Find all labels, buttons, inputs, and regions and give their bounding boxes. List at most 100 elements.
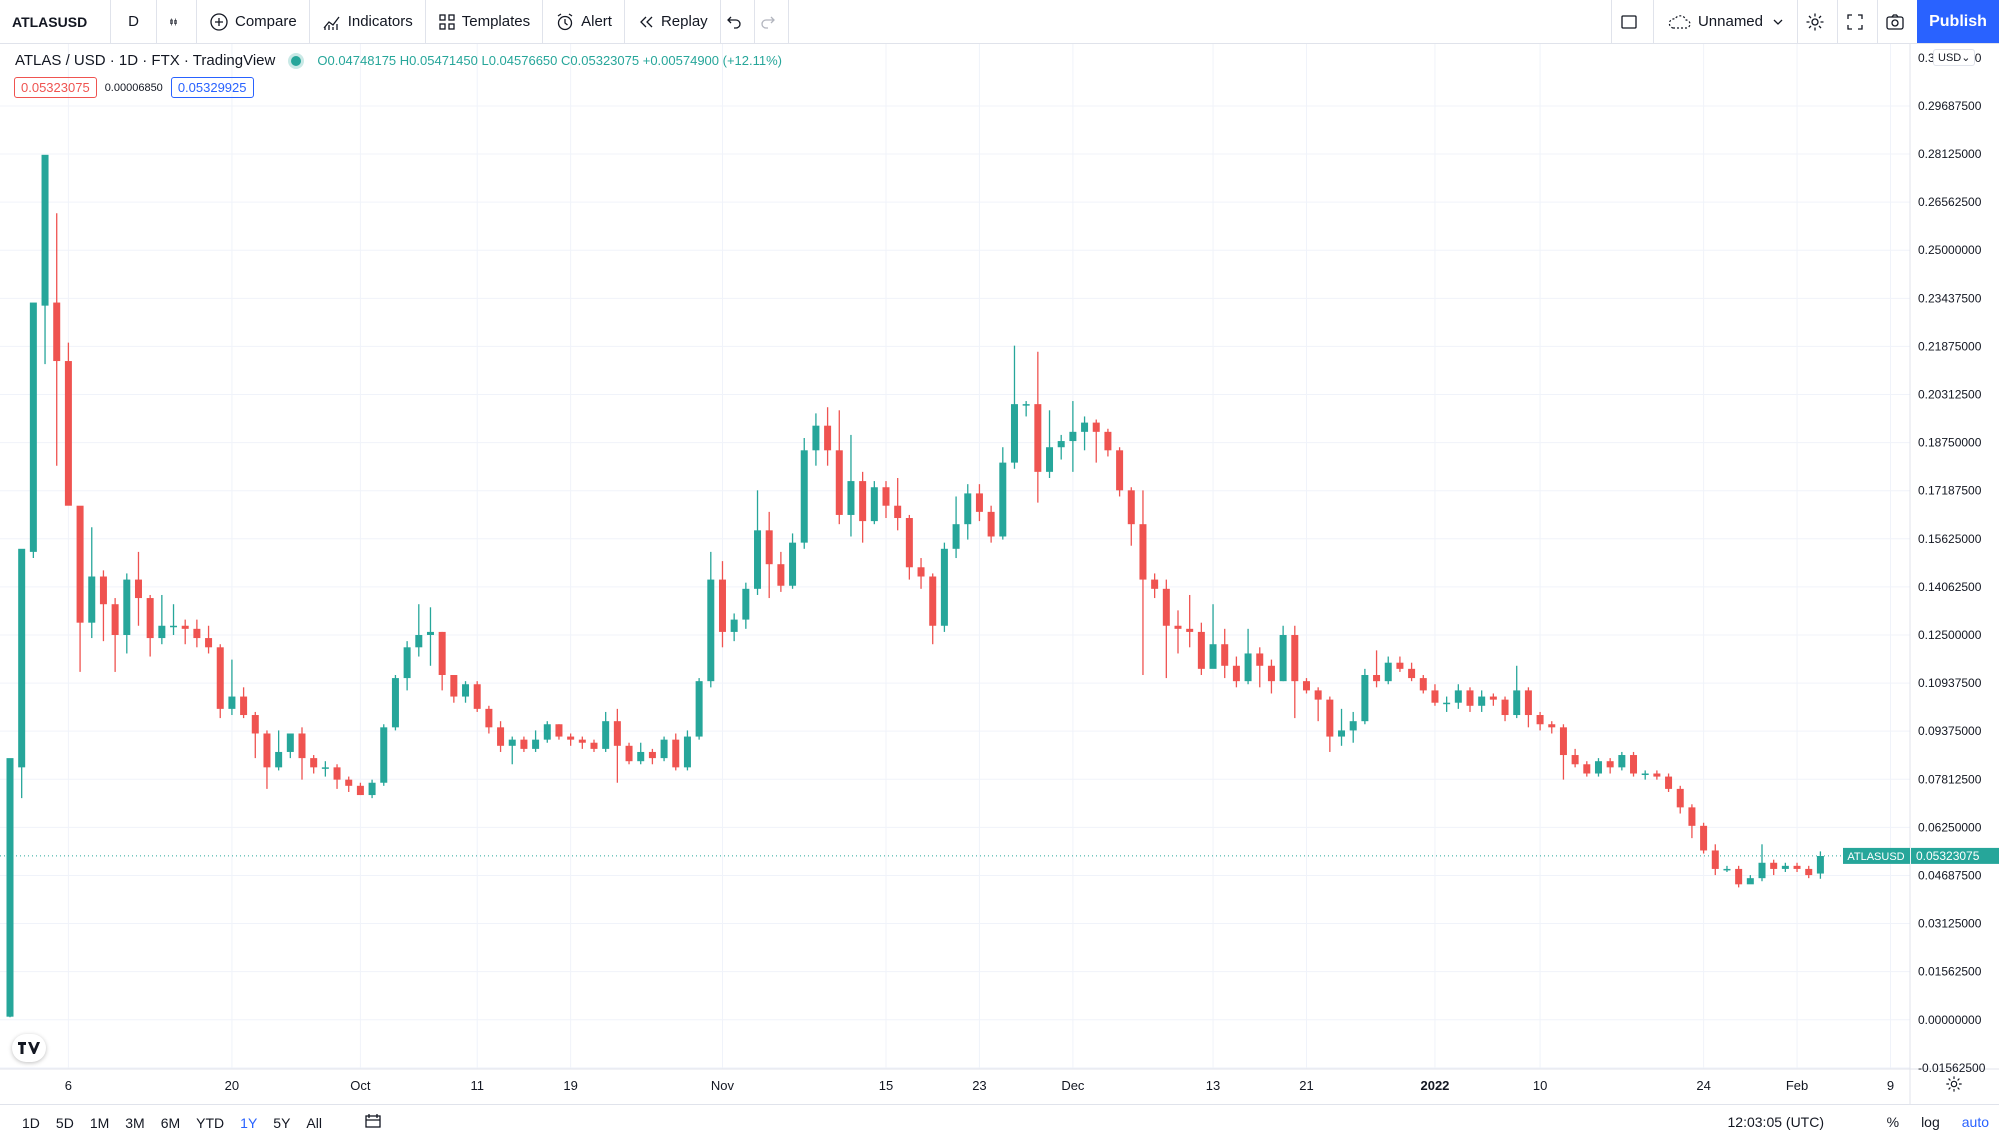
range-button-1y[interactable]: 1Y	[240, 1114, 258, 1131]
fullscreen-button[interactable]	[1837, 0, 1877, 43]
undo-button[interactable]	[721, 0, 755, 43]
candle-body	[403, 647, 411, 679]
candle	[181, 619, 189, 645]
candle-body	[1793, 865, 1801, 869]
log-scale-toggle[interactable]: log	[1921, 1114, 1940, 1130]
chart-type-button[interactable]	[157, 0, 197, 43]
alert-button[interactable]: Alert	[543, 0, 625, 43]
auto-scale-toggle[interactable]: auto	[1961, 1114, 1989, 1130]
candle-body	[29, 302, 37, 552]
candle-body	[1513, 690, 1521, 716]
candle-body	[1630, 755, 1638, 774]
replay-button[interactable]: Replay	[625, 0, 721, 43]
candle	[1443, 696, 1451, 712]
candle-body	[1524, 690, 1532, 716]
range-button-ytd[interactable]: YTD	[196, 1114, 225, 1131]
candle	[718, 561, 726, 648]
snapshot-button[interactable]	[1877, 0, 1917, 43]
range-button-5y[interactable]: 5Y	[273, 1114, 291, 1131]
layout-button[interactable]	[1610, 0, 1653, 43]
candle-body	[1081, 422, 1089, 432]
candle	[1536, 711, 1544, 731]
price-tick-label: 0.09375000	[1918, 724, 1982, 738]
market-status-dot	[291, 55, 302, 66]
candle	[88, 527, 96, 639]
buy-button[interactable]: 0.05329925	[170, 77, 254, 98]
candle	[905, 514, 913, 580]
candle-body	[240, 696, 248, 716]
range-button-1d[interactable]: 1D	[22, 1114, 40, 1131]
interval-button[interactable]: D	[111, 0, 157, 43]
candle-body	[497, 727, 505, 746]
compare-button[interactable]: Compare	[197, 0, 310, 43]
candle-body	[1349, 721, 1357, 731]
time-tick-label: 11	[470, 1078, 484, 1093]
candle-body	[765, 530, 773, 565]
candle-body	[1700, 825, 1708, 851]
candle	[567, 733, 575, 746]
time-tick-label: 19	[563, 1078, 577, 1093]
candle	[1338, 708, 1346, 746]
candle	[99, 570, 107, 642]
candle-body	[1746, 878, 1754, 885]
camera-icon	[1885, 13, 1904, 30]
candle-body	[228, 696, 236, 709]
candle	[672, 733, 680, 771]
candle	[543, 721, 551, 743]
symbol-search-button[interactable]: ATLASUSD	[0, 0, 111, 43]
settings-button[interactable]	[1797, 0, 1837, 43]
candle	[1396, 656, 1404, 672]
price-chart[interactable]: 0.29687500 0.28125000 0.26562500 0.25000000…	[0, 44, 1999, 1104]
alarm-clock-icon	[557, 12, 573, 30]
candle-body	[99, 576, 107, 605]
range-button-6m[interactable]: 6M	[160, 1114, 181, 1131]
candle	[532, 730, 540, 752]
symbol-title[interactable]: ATLAS / USD · 1D · FTX · TradingView	[15, 52, 276, 69]
price-tick-label: 0.01562500	[1918, 965, 1982, 979]
templates-button[interactable]: Templates	[426, 0, 544, 43]
sell-button[interactable]: 0.05323075	[14, 77, 97, 98]
candle-body	[88, 576, 96, 623]
utc-clock[interactable]: 12:03:05 (UTC)	[1727, 1114, 1824, 1130]
redo-button[interactable]	[755, 0, 789, 43]
candle-body	[1408, 668, 1416, 679]
candle-body	[1116, 450, 1124, 491]
candle	[1700, 822, 1708, 854]
last-price-tag: ATLASUSD 0.05323075	[1843, 847, 1999, 864]
candle-body	[1735, 868, 1743, 885]
layout-name-button[interactable]: Unnamed	[1652, 0, 1797, 43]
candle-body	[134, 579, 142, 599]
candle	[1256, 647, 1264, 688]
gear-icon	[1806, 13, 1823, 30]
range-button-all[interactable]: All	[306, 1114, 322, 1131]
currency-selector[interactable]: USD⌄	[1933, 49, 1976, 66]
candle	[1781, 862, 1789, 873]
candle	[987, 505, 995, 543]
publish-button[interactable]: Publish	[1917, 0, 1999, 43]
range-button-1m[interactable]: 1M	[89, 1114, 110, 1131]
range-button-5d[interactable]: 5D	[55, 1114, 74, 1131]
candle	[345, 776, 353, 792]
candle-body	[625, 745, 633, 762]
price-tick-label: 0.03125000	[1918, 917, 1982, 931]
candle	[403, 641, 411, 691]
time-axis: 6 20 Oct 11 19 Nov 15 23 Dec 13 21 2022 10 24 Feb 9	[65, 1078, 1894, 1093]
candle	[29, 302, 37, 559]
range-button-3m[interactable]: 3M	[125, 1114, 145, 1131]
candle-body	[1197, 631, 1205, 669]
candle	[683, 730, 691, 771]
candle-body	[1548, 724, 1556, 728]
candle	[1326, 696, 1334, 752]
rewind-icon	[640, 16, 653, 27]
candle	[1746, 875, 1754, 885]
candle-body	[1431, 690, 1439, 703]
tradingview-logo[interactable]	[12, 1034, 46, 1062]
percent-scale-toggle[interactable]: %	[1886, 1114, 1900, 1130]
indicators-button[interactable]: Indicators	[310, 0, 426, 43]
layout-name: Unnamed	[1697, 13, 1763, 30]
axis-settings-button[interactable]	[1945, 1075, 1963, 1098]
goto-date-button[interactable]	[364, 1112, 382, 1133]
candle-body	[1536, 715, 1544, 725]
price-tick-label: 0.25000000	[1918, 243, 1982, 257]
open-value: O0.04748175	[317, 53, 397, 68]
